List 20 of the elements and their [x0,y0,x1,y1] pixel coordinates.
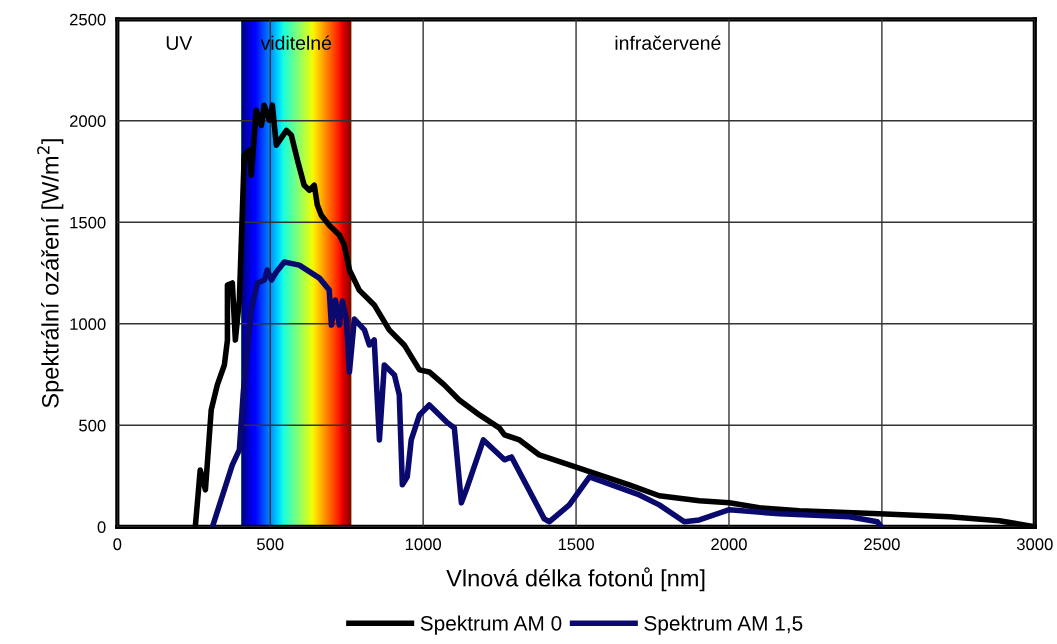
x-tick-label: 3000 [1016,538,1053,551]
band-label: viditelné [260,35,332,50]
legend-label: Spektrum AM 0 [420,615,562,635]
annotation: UV [166,36,193,50]
x-tick-label: 1000 [405,538,442,551]
x-tick-label: 1500 [558,538,594,551]
y-tick-label: 500 [79,419,106,432]
legend-label: Spektrum AM 1,5 [644,615,803,635]
y-tick-label: 2500 [69,13,106,26]
x-tick-label: 2000 [711,538,747,551]
y-tick-label: 0 [97,521,106,533]
x-axis-title: Vlnová délka fotonů [nm] [446,567,705,592]
x-tick-label: 0 [113,538,122,551]
x-tick-label: 2500 [864,538,900,551]
y-tick-label: 1000 [70,318,106,331]
y-tick-label: 1500 [70,216,106,229]
y-tick-label: 2000 [69,115,106,128]
x-tick-label: 500 [257,538,284,551]
y-axis-title: Spektrální ozáření [W/m$^{2}$] [37,139,64,408]
annotation: infračervené [615,35,721,50]
